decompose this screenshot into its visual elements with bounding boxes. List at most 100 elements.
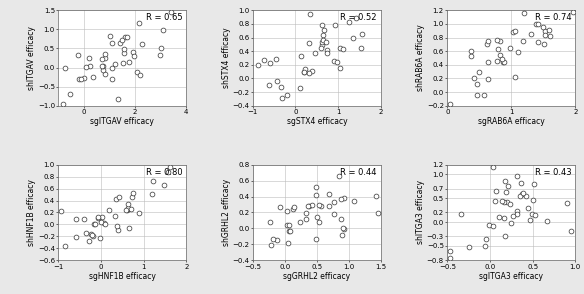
Point bbox=[318, 37, 328, 42]
Point bbox=[100, 56, 110, 61]
Point bbox=[318, 33, 328, 37]
Point bbox=[308, 203, 317, 208]
Point bbox=[296, 219, 305, 224]
Point bbox=[445, 249, 454, 254]
Point bbox=[466, 49, 475, 53]
Point bbox=[302, 211, 311, 215]
Point bbox=[301, 216, 311, 221]
Text: R = 0.43: R = 0.43 bbox=[535, 168, 571, 177]
Point bbox=[483, 60, 492, 65]
Point bbox=[474, 69, 483, 74]
Point bbox=[321, 40, 331, 44]
Point bbox=[79, 76, 89, 81]
Point bbox=[129, 54, 138, 58]
Point bbox=[349, 199, 359, 203]
Point bbox=[164, 170, 173, 175]
Point bbox=[113, 97, 123, 101]
Point bbox=[137, 42, 147, 47]
Point bbox=[336, 217, 345, 221]
Point bbox=[472, 81, 481, 86]
Point bbox=[98, 67, 107, 72]
Point bbox=[123, 35, 132, 39]
Point bbox=[305, 70, 314, 75]
Point bbox=[330, 59, 339, 64]
Point bbox=[533, 40, 543, 44]
Y-axis label: shGRHL2 efficacy: shGRHL2 efficacy bbox=[222, 179, 231, 246]
Point bbox=[95, 235, 105, 240]
Point bbox=[106, 34, 115, 39]
Point bbox=[503, 184, 513, 188]
Point bbox=[506, 220, 515, 225]
Point bbox=[344, 20, 353, 25]
Point bbox=[304, 40, 314, 45]
Point bbox=[562, 201, 572, 205]
Point bbox=[127, 207, 136, 211]
Point bbox=[128, 191, 138, 196]
Point bbox=[371, 193, 380, 198]
Point bbox=[116, 41, 125, 46]
Point bbox=[117, 37, 126, 42]
Point bbox=[512, 209, 522, 213]
Point bbox=[500, 178, 510, 183]
Point bbox=[506, 45, 515, 50]
Point bbox=[285, 223, 294, 228]
Point bbox=[90, 222, 99, 227]
Point bbox=[98, 214, 107, 219]
Point bbox=[501, 190, 510, 194]
Point bbox=[300, 70, 309, 75]
Point bbox=[513, 49, 523, 54]
Point bbox=[317, 39, 326, 44]
Text: R = 0.65: R = 0.65 bbox=[146, 13, 182, 22]
Point bbox=[484, 223, 493, 228]
Point bbox=[540, 29, 550, 34]
Point bbox=[88, 233, 98, 238]
Point bbox=[505, 202, 515, 206]
Point bbox=[124, 225, 134, 230]
Point bbox=[317, 23, 326, 28]
Point bbox=[91, 222, 100, 226]
Point bbox=[508, 29, 517, 34]
X-axis label: sgSTX4 efficacy: sgSTX4 efficacy bbox=[287, 117, 347, 126]
Point bbox=[88, 75, 98, 79]
Point bbox=[516, 193, 525, 198]
Point bbox=[481, 236, 491, 241]
Point bbox=[332, 60, 342, 65]
Point bbox=[315, 220, 324, 225]
Point bbox=[124, 206, 133, 210]
Point bbox=[114, 195, 124, 199]
Point bbox=[566, 229, 576, 233]
Point bbox=[488, 164, 498, 169]
Point bbox=[512, 212, 521, 216]
Point bbox=[538, 25, 548, 29]
Point bbox=[265, 83, 274, 88]
Point bbox=[339, 225, 348, 230]
X-axis label: sgHNF1B efficacy: sgHNF1B efficacy bbox=[89, 272, 156, 281]
Point bbox=[357, 32, 366, 36]
Point bbox=[472, 93, 482, 98]
Point bbox=[99, 221, 109, 225]
Point bbox=[466, 54, 475, 58]
Point bbox=[528, 211, 537, 216]
Point bbox=[533, 22, 543, 26]
Point bbox=[266, 243, 276, 247]
Point bbox=[493, 47, 503, 51]
Point bbox=[148, 178, 158, 183]
Point bbox=[86, 232, 95, 237]
Point bbox=[97, 64, 106, 68]
Point bbox=[87, 233, 96, 237]
Point bbox=[60, 66, 69, 71]
Point bbox=[111, 197, 120, 202]
Point bbox=[155, 52, 165, 57]
Point bbox=[329, 212, 339, 216]
Point bbox=[71, 235, 81, 239]
Point bbox=[336, 197, 345, 202]
Point bbox=[74, 53, 83, 57]
Point bbox=[498, 199, 507, 204]
Point bbox=[283, 223, 292, 228]
Point bbox=[289, 205, 298, 210]
Point bbox=[530, 213, 540, 217]
Point bbox=[521, 193, 530, 198]
Point bbox=[74, 77, 84, 82]
Point bbox=[275, 205, 284, 210]
Point bbox=[518, 190, 527, 195]
